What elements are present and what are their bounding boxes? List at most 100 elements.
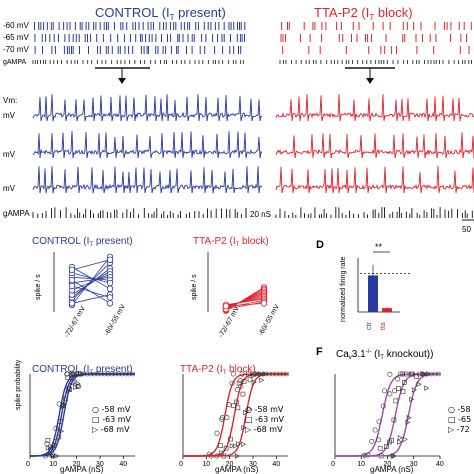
mv-label-1: mV (3, 111, 16, 120)
data-point (241, 425, 247, 431)
data-point (403, 371, 409, 377)
x-tick-label: 30 (249, 461, 257, 468)
middle-tta-title: TTA-P2 (IT block) (193, 236, 269, 248)
data-point (372, 427, 378, 433)
legend-item: ▷ -72 (448, 425, 470, 434)
bar-chart-d (360, 264, 412, 312)
raster-label-60: -60 mV (3, 21, 29, 30)
fit-curve (335, 373, 441, 457)
data-point (387, 391, 393, 397)
x-tick-label: 0 (179, 461, 183, 468)
data-point (247, 377, 253, 383)
data-point (392, 388, 398, 394)
legend-item: □ -63 mV (92, 415, 132, 424)
legend-item: □ -65 (448, 415, 471, 424)
saturation-point (259, 371, 265, 377)
data-point (239, 371, 245, 377)
x-tick-label: 40 (119, 461, 127, 468)
data-point (218, 443, 223, 449)
x-tick-label: 20 (226, 461, 234, 468)
data-point (397, 371, 403, 377)
voltage-trace (275, 94, 474, 122)
data-point (229, 443, 235, 449)
pair-point-left (68, 276, 76, 284)
data-point (395, 376, 401, 382)
data-point (80, 371, 86, 377)
raster-label-65: -65 mV (3, 33, 29, 42)
x-tick-label: 10 (357, 461, 365, 468)
voltage-trace (275, 166, 474, 194)
gampa-label-traces: gAMPA (3, 209, 30, 218)
bar (368, 275, 378, 312)
pair-line (71, 256, 111, 306)
legend-item: ▷ -68 mV (245, 425, 283, 434)
pair-point-right (106, 294, 114, 301)
data-point (390, 453, 396, 459)
pairs-tta (222, 284, 268, 314)
data-point (424, 385, 430, 391)
saturation-point (270, 371, 276, 377)
saturation-point (102, 371, 107, 377)
legend-item: ○ -58 mV (92, 405, 131, 414)
data-point (237, 378, 243, 384)
arrow-control (95, 67, 150, 84)
data-point (66, 387, 72, 394)
data-point (259, 377, 265, 383)
data-point (416, 381, 422, 387)
data-point (400, 388, 406, 394)
arrow-tta (345, 67, 395, 84)
vm-label: Vm: (3, 96, 17, 105)
middle-ylabel-control: spike / s (35, 274, 42, 300)
data-point (246, 371, 251, 377)
time-scale-label: 50 (462, 225, 471, 234)
data-point (376, 419, 382, 425)
pair-point-right (106, 285, 114, 292)
data-point (411, 387, 417, 393)
data-point (414, 374, 419, 379)
data-point (369, 438, 375, 444)
saturation-point (284, 371, 290, 377)
gampa-label-top: gAMPA (3, 59, 27, 66)
saturation-point (98, 371, 104, 377)
x-tick-label: 0 (26, 461, 30, 468)
data-point (214, 430, 220, 436)
voltage-trace (275, 132, 474, 159)
pair-point-left (222, 303, 230, 310)
data-point (409, 396, 415, 403)
bar-cat-tta: tta (380, 322, 387, 330)
data-point (218, 450, 224, 456)
saturation-point (88, 371, 93, 377)
pair-line (71, 259, 111, 271)
saturation-point (263, 371, 269, 377)
data-point (235, 453, 241, 459)
data-point (53, 425, 59, 431)
data-point (241, 441, 247, 448)
saturation-point (74, 371, 79, 377)
data-point (406, 415, 412, 421)
legend-item: ▷ -68 mV (92, 425, 130, 434)
bar (382, 308, 392, 312)
data-point (389, 438, 395, 443)
mv-label-2: mV (3, 150, 16, 159)
data-point (262, 371, 268, 377)
data-point (59, 428, 65, 434)
pair-point-right (106, 300, 114, 307)
voltage-traces (32, 94, 474, 194)
bottom-tta-title: TTA-P2 (IT block) (180, 364, 256, 376)
voltage-trace (32, 94, 263, 122)
data-point (376, 437, 382, 443)
data-point (381, 388, 387, 394)
mv-label-3: mV (3, 184, 16, 193)
saturation-point (91, 371, 97, 377)
saturation-point (130, 371, 135, 377)
saturation-point (280, 371, 286, 377)
saturation-point (126, 371, 132, 377)
ko-title: Cav3.1-/- (IT knockout)) (336, 349, 433, 361)
x-tick-label: 40 (272, 461, 280, 468)
saturation-point (70, 371, 76, 377)
x-tick-label: 20 (384, 461, 392, 468)
saturation-point (84, 371, 90, 377)
data-point (255, 371, 261, 377)
significance-marker: ** (375, 242, 383, 252)
raster-control (32, 22, 246, 64)
